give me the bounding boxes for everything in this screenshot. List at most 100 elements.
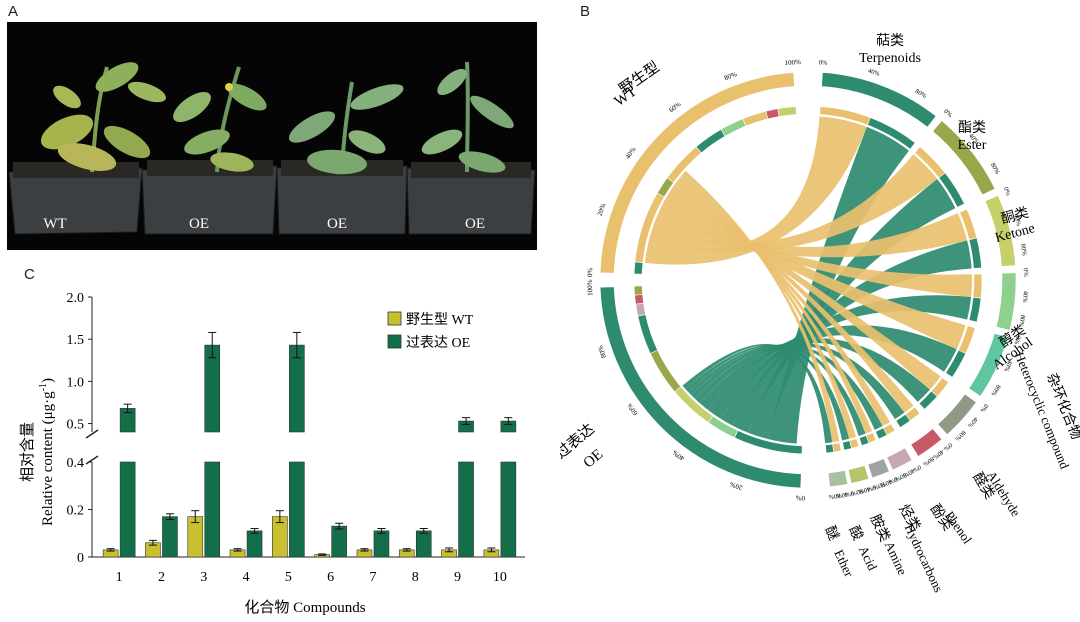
chord-ribbon [648,154,938,253]
category-label-en: Ester [958,138,987,153]
pct-tick-wt: 0% [586,267,594,277]
y-axis-label: Relative content (μg·g-1) [38,378,56,526]
category-label-cn: 酮类 [999,205,1030,228]
x-tick-label: 2 [158,570,165,585]
bar [415,530,432,558]
pct-tick-wt: 100% [784,58,801,67]
category-label-cn: 萜类 [876,33,904,49]
arc-category [910,428,943,457]
x-tick-label: 7 [369,570,376,585]
y-tick-label: 0.2 [67,504,85,519]
arc-category-oe [968,237,982,269]
arc-segment-wt [742,110,769,127]
chord-labels: 0%20%40%60%80%100%0%20%40%60%80%100%0%40… [560,33,1080,595]
y-tick-label: 0.5 [67,418,85,433]
arc-category [886,447,913,471]
arc-category [968,333,1009,397]
y-tick-label: 0 [77,551,84,566]
bar [162,516,178,558]
legend: 野生型 WT 过表达 OE [387,311,474,351]
arc-category [821,72,937,128]
arc-segment-wt [765,108,780,120]
pct-tick-category: 0% [942,441,954,452]
plant-oe-3 [421,61,514,173]
pct-tick-category: 40% [835,490,848,499]
arc-category [984,195,1016,267]
pct-tick-wt: 80% [723,70,738,82]
pct-tick-category: 0% [911,463,923,474]
arc-category-oe [945,349,967,378]
chord-ribbon [657,205,972,298]
arc-category [867,458,890,479]
pct-tick-category: 0% [978,402,989,414]
x-tick-label: 10 [493,570,507,585]
chord-ribbon [691,344,883,430]
pct-tick-oe: 20% [729,480,744,492]
pct-tick-oe: 40% [671,448,686,462]
pct-tick-oe: 0% [795,494,805,502]
arc-category-wt [972,273,983,299]
y-axis-label-en: Relative content (μg·g [40,391,56,526]
pct-tick-category: 80% [989,383,1001,397]
arc-segment-oe [633,285,643,296]
plant-oe-2 [288,81,404,175]
bar [246,530,263,558]
plant-photo: WT OE OE OE [7,22,537,250]
pct-tick-category: 40% [867,68,881,78]
pct-tick-wt: 40% [624,145,638,160]
category-label-en: Hydrocarbons [902,522,947,595]
chord-ribbon [732,240,972,433]
chord-ribbon [707,325,957,419]
arc-category-oe [895,413,911,428]
x-tick-label: 5 [285,570,292,585]
chord-ribbon [694,342,905,420]
pct-tick-oe: 100% [586,279,595,296]
category-label-en: Ether [831,547,857,579]
pct-tick-category: 0% [1012,335,1021,346]
chord-ribbons [644,116,972,444]
chord-ribbon [662,195,966,350]
pct-tick-category: 80% [893,471,907,483]
category-label-en: Acid [856,543,880,573]
x-axis-label: 化合物 Compounds [244,599,365,616]
photo-label-oe-3: OE [465,216,485,232]
arc-category [827,470,849,488]
legend-label-wt: 野生型 WT [406,312,474,328]
pct-tick-category: 0% [819,59,829,67]
x-tick-label: 3 [200,570,207,585]
category-label-cn: 酸 [845,524,865,543]
x-tick-label: 6 [327,570,334,585]
pct-tick-category: 80% [921,455,935,468]
arc-category-oe [918,390,938,410]
pct-tick-category: 40% [1021,290,1029,303]
chart-ticks: 0 0.2 0.4 0.5 1.0 1.5 2.0 1 2 3 4 5 6 7 8 9 10 [67,291,507,585]
category-label-cn: 胺类 [866,512,892,544]
bar [204,461,221,558]
arc-segment-oe [649,349,682,393]
bar [119,461,136,558]
arc-category [847,465,870,484]
arc-category [932,120,996,196]
arc-segment-oe [635,302,646,317]
chord-ribbon [671,184,914,413]
panel-label-c: C [24,266,35,283]
y-tick-label: 1.0 [67,375,85,390]
pct-tick-category: 0% [942,108,954,119]
photo-label-oe-2: OE [327,216,347,232]
x-tick-label: 8 [412,570,419,585]
category-label-en: Terpenoids [859,51,921,66]
arc-segment-oe [637,314,658,354]
chord-ribbon [748,179,956,439]
pct-tick-category: 80% [1019,243,1028,256]
y-axis-label-sup: -1 [38,383,49,391]
bar [500,461,517,558]
arc-segment-wt [777,106,797,117]
arc-segment-wt [633,261,644,275]
pct-tick-category: 0% [866,483,877,492]
arc-category-oe [968,297,982,323]
panel-label-a: A [8,3,19,20]
pct-tick-category: 80% [828,492,841,500]
plant-oe-1 [173,66,267,173]
bar [289,461,305,558]
photo-label-wt: WT [43,216,66,232]
